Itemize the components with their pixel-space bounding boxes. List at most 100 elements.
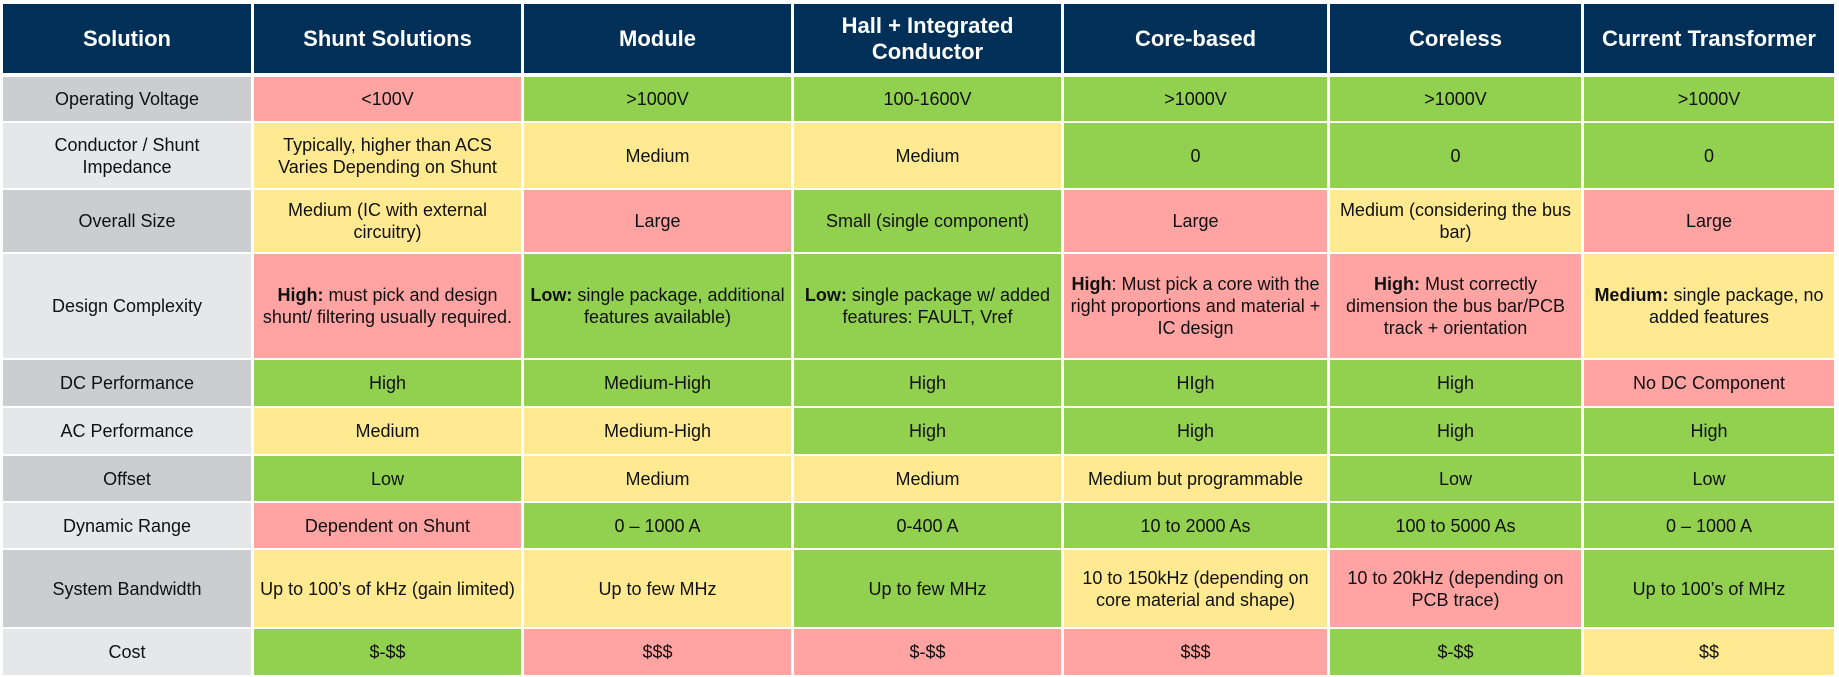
- table-row: Offset Low Medium Medium Medium but programm…: [3, 456, 1834, 501]
- table-cell: 0: [1584, 123, 1834, 188]
- table-cell: High: [1330, 408, 1581, 454]
- table-cell: Up to few MHz: [524, 550, 791, 627]
- cell-text: 0-400 A: [896, 515, 959, 536]
- cell-text: $$$: [642, 642, 673, 662]
- row-label: Dynamic Range: [3, 503, 251, 548]
- cell-bold-prefix: Low:: [530, 285, 573, 305]
- table-cell: 10 to 2000 As: [1064, 503, 1327, 548]
- row-label: DC Performance: [3, 360, 251, 406]
- row-label: Overall Size: [3, 190, 251, 252]
- table-cell: Up to 100’s of MHz: [1584, 550, 1834, 627]
- cell-text: : Must pick a core with the right propor…: [1070, 274, 1321, 338]
- cell-text: Low: [1692, 468, 1726, 489]
- cell-text: High: [1176, 421, 1215, 441]
- cell-text: $$$: [1180, 642, 1211, 662]
- cell-text: Medium (considering the bus bar): [1339, 200, 1572, 242]
- row-label: AC Performance: [3, 408, 251, 454]
- table-cell: $-$$: [254, 629, 521, 675]
- cell-text: HIgh: [1176, 373, 1215, 393]
- cell-text: Low: [1438, 468, 1473, 489]
- table-cell: Large: [1064, 190, 1327, 252]
- cell-text: 100-1600V: [883, 89, 972, 109]
- cell-text: Medium (IC with external circuitry): [287, 200, 488, 242]
- table-cell: 100-1600V: [794, 77, 1061, 121]
- cell-text: $-$$: [1437, 642, 1474, 662]
- table-cell: Up to few MHz: [794, 550, 1061, 627]
- cell-text: $$: [1698, 642, 1720, 662]
- cell-text: single package w/ added features: FAULT,…: [842, 285, 1051, 327]
- cell-text: Up to few MHz: [868, 578, 987, 599]
- cell-text: Large: [1172, 211, 1219, 231]
- cell-text: High: [1436, 421, 1475, 441]
- cell-text: Dependent on Shunt: [304, 515, 471, 536]
- table-cell: Small (single component): [794, 190, 1061, 252]
- table-cell: 0 – 1000 A: [524, 503, 791, 548]
- table-row: Design Complexity High: must pick and des…: [3, 254, 1834, 358]
- cell-text: Medium: [625, 468, 690, 489]
- cell-text: High: [1690, 421, 1728, 441]
- cell-text: >1000V: [1164, 89, 1227, 109]
- cell-text: >1000V: [1677, 89, 1741, 109]
- table-row: AC Performance Medium Medium-High High High H…: [3, 408, 1834, 454]
- cell-text: Medium-High: [603, 373, 712, 393]
- table-row: Dynamic Range Dependent on Shunt 0 – 1000 …: [3, 503, 1834, 548]
- cell-text: High: [908, 373, 947, 393]
- cell-text: must pick and design shunt/ filtering us…: [262, 285, 513, 327]
- table-cell: HIgh: [1064, 360, 1327, 406]
- cell-text: 0: [1450, 145, 1461, 166]
- table-row: Conductor / Shunt Impedance Typically, hi…: [3, 123, 1834, 188]
- table-cell: $$: [1584, 629, 1834, 675]
- table-cell: High: Must pick a core with the right pr…: [1064, 254, 1327, 358]
- cell-text: <100V: [361, 89, 414, 109]
- cell-text: High: [1436, 373, 1475, 393]
- table-cell: Low: [1330, 456, 1581, 501]
- row-label: Operating Voltage: [3, 77, 251, 121]
- table-cell: >1000V: [1330, 77, 1581, 121]
- table-cell: Medium: [524, 456, 791, 501]
- row-label: System Bandwidth: [3, 550, 251, 627]
- table-cell: $$$: [524, 629, 791, 675]
- table-cell: >1000V: [524, 77, 791, 121]
- table-row: DC Performance High Medium-High High HIgh Hig…: [3, 360, 1834, 406]
- cell-text: High: [908, 421, 947, 441]
- table-cell: High: [794, 360, 1061, 406]
- table-row: Operating Voltage <100V >1000V 100-1600V >10…: [3, 77, 1834, 121]
- cell-text: Must correctly dimension the bus bar/PCB…: [1345, 274, 1566, 338]
- cell-text: 0 – 1000 A: [614, 515, 701, 536]
- cell-text: Typically, higher than ACS Varies Depend…: [278, 134, 497, 177]
- table-row: System Bandwidth Up to 100’s of kHz (gain…: [3, 550, 1834, 627]
- cell-text: High: [368, 373, 407, 393]
- row-label: Design Complexity: [3, 254, 251, 358]
- table-cell: High: Must correctly dimension the bus b…: [1330, 254, 1581, 358]
- cell-text: 0: [1703, 145, 1714, 166]
- cell-text: Medium but programmable: [1087, 468, 1304, 489]
- cell-text: Low: [370, 468, 405, 489]
- table-cell: High: [794, 408, 1061, 454]
- table-cell: 100 to 5000 As: [1330, 503, 1581, 548]
- cell-text: >1000V: [626, 89, 689, 109]
- row-label: Offset: [3, 456, 251, 501]
- cell-text: Medium: [895, 468, 960, 489]
- table-cell: Large: [524, 190, 791, 252]
- cell-text: Small (single component): [825, 211, 1030, 231]
- table-cell: 10 to 150kHz (depending on core material…: [1064, 550, 1327, 627]
- table-row: Cost $-$$ $$$ $-$$ $$$ $-$$ $$: [3, 629, 1834, 675]
- table-cell: Medium-High: [524, 360, 791, 406]
- cell-text: single package, additional features avai…: [572, 285, 785, 327]
- cell-text: Up to 100’s of MHz: [1632, 578, 1786, 599]
- cell-text: 0 – 1000 A: [1665, 515, 1753, 536]
- cell-bold-prefix: Low:: [804, 285, 847, 305]
- cell-bold-prefix: High: [1071, 274, 1112, 294]
- table-cell: No DC Component: [1584, 360, 1834, 406]
- table-cell: 0: [1064, 123, 1327, 188]
- column-header: Solution: [3, 4, 251, 73]
- table-cell: >1000V: [1584, 77, 1834, 121]
- cell-text: 100 to 5000 As: [1395, 515, 1516, 536]
- table-cell: Medium: [794, 123, 1061, 188]
- table-cell: Medium-High: [524, 408, 791, 454]
- cell-text: 10 to 20kHz (depending on PCB trace): [1347, 567, 1564, 610]
- cell-text: Medium-High: [603, 421, 712, 441]
- table-cell: Medium: [794, 456, 1061, 501]
- table-cell: Dependent on Shunt: [254, 503, 521, 548]
